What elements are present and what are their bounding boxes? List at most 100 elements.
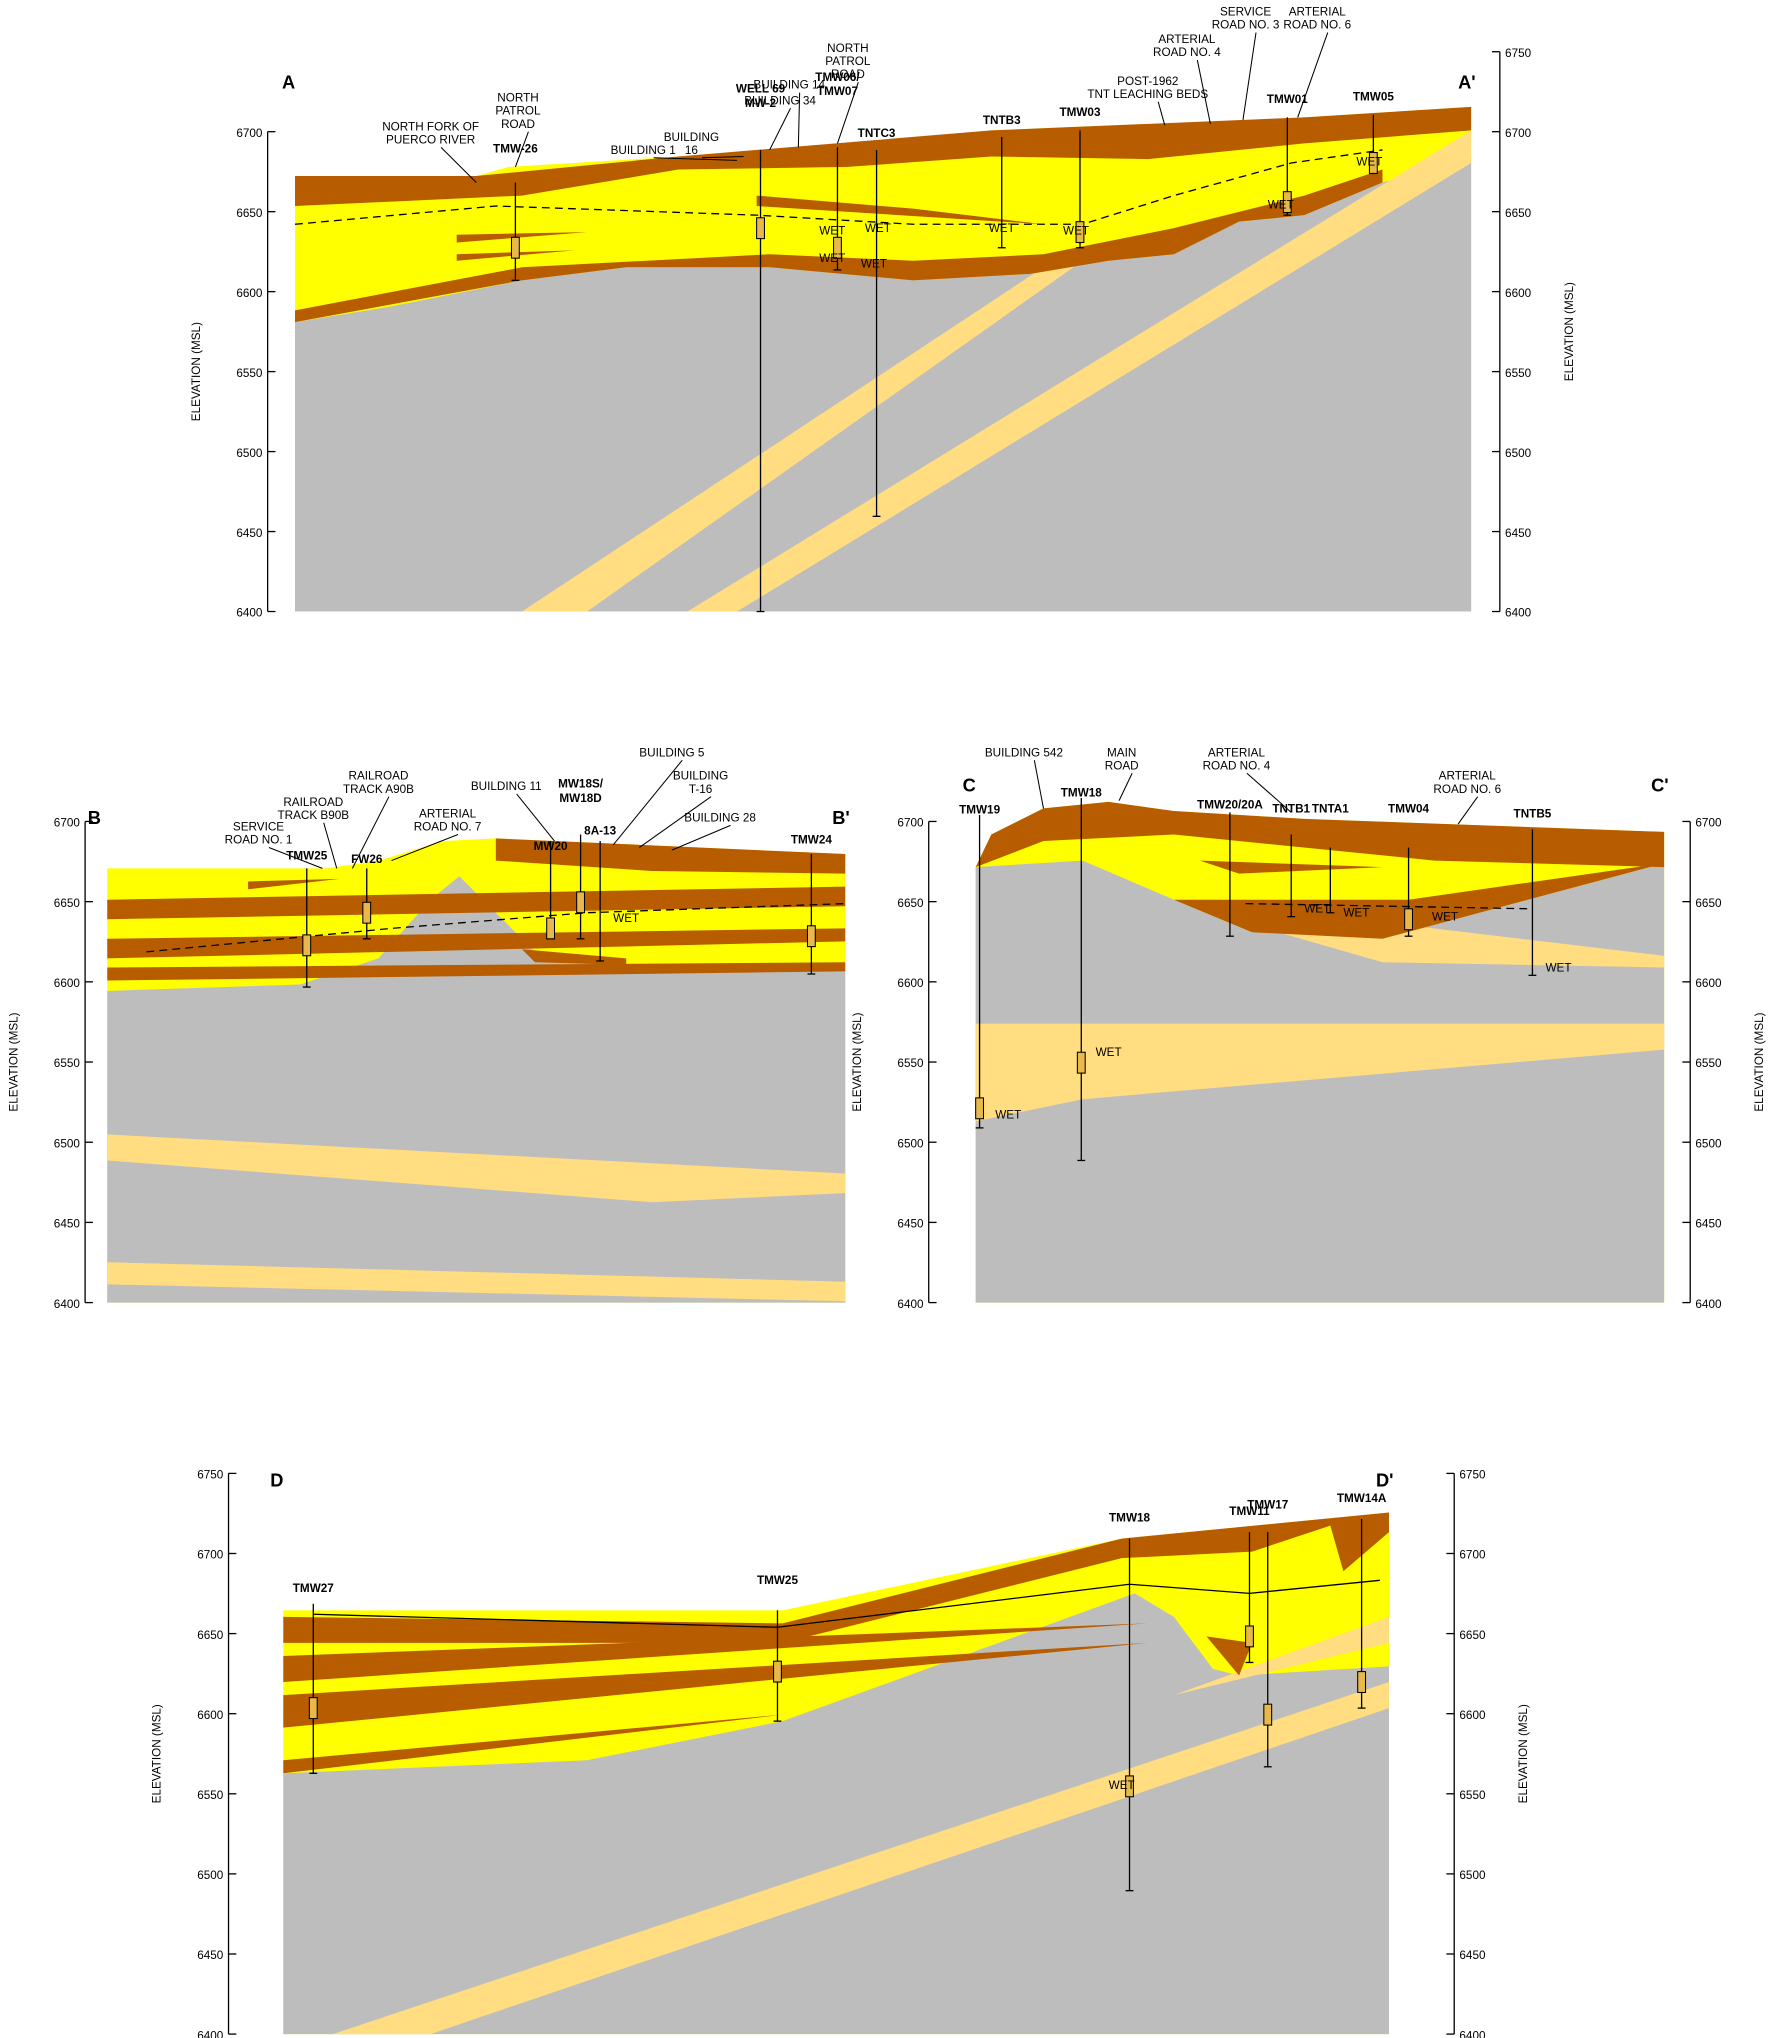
section-end: B' (832, 807, 850, 828)
clay-band (1206, 1636, 1253, 1676)
leader (1297, 32, 1329, 118)
annotation: NORTH FORK OF (382, 120, 479, 133)
tick-label: 6700 (1459, 1549, 1486, 1562)
clay-band (756, 195, 1044, 225)
section-start: C (963, 774, 976, 795)
well-name: TMW04 (1388, 802, 1429, 815)
wet-label: WET (989, 222, 1015, 235)
clay-band (248, 878, 340, 890)
tick-label: 6650 (1695, 897, 1722, 910)
annotation: PUERCO RIVER (386, 133, 475, 146)
tick-label: 6700 (897, 817, 924, 830)
well-screen (1075, 221, 1085, 244)
annotation: BUILDING (664, 131, 719, 144)
axis-label: ELEVATION (MSL) (1753, 1012, 1766, 1111)
axis-label: ELEVATION (MSL) (1517, 1704, 1530, 1803)
tick-label: 6550 (197, 1789, 224, 1802)
wet-label: WET (1268, 199, 1294, 212)
annotation: ARTERIAL (1208, 746, 1266, 759)
tick-label: 6700 (54, 817, 81, 830)
annotation: T-16 (689, 783, 712, 796)
well-name: TMW05 (1353, 90, 1394, 103)
well-name: TNTB3 (983, 114, 1021, 127)
tick-label: 6750 (1505, 47, 1532, 60)
tick-label: 6650 (1505, 207, 1532, 220)
wet-label: WET (1432, 911, 1458, 924)
axis-label: ELEVATION (MSL) (151, 1704, 164, 1803)
axis-label: ELEVATION (MSL) (851, 1012, 864, 1111)
annotation: NORTH (497, 92, 538, 105)
well-name: TMW20/20A (1197, 798, 1263, 811)
tick-label: 6550 (1695, 1057, 1722, 1070)
well-name: 8A-13 (584, 824, 616, 837)
annotation: BUILDING (673, 770, 728, 783)
tick-label: 6450 (197, 1949, 224, 1962)
section-start: A (282, 72, 295, 93)
tick-label: 6450 (897, 1218, 924, 1231)
wet-label: WET (613, 912, 639, 925)
clay-band (975, 801, 1665, 868)
leader (1246, 772, 1292, 813)
tick-label: 6450 (1695, 1218, 1722, 1231)
leader (701, 155, 744, 159)
tick-label: 6400 (1505, 607, 1532, 620)
leader (671, 824, 731, 851)
wet-label: WET (819, 252, 845, 265)
well-screen (576, 891, 586, 914)
well-screen (756, 217, 765, 240)
axis-label: ELEVATION (MSL) (190, 322, 203, 421)
well-name: TNTB1 (1272, 802, 1310, 815)
tick-label: 6500 (1459, 1869, 1486, 1882)
well-name: TMW18 (1109, 1512, 1150, 1525)
sandstone-band (332, 1682, 1390, 2035)
tick-label: 6400 (897, 1298, 924, 1311)
well-name: TMW18 (1061, 787, 1102, 800)
leader (612, 759, 683, 846)
tick-label: 6600 (197, 1709, 224, 1722)
well-name: TMW01 (1267, 93, 1308, 106)
annotation: NORTH (827, 42, 868, 55)
well-screen (308, 1697, 318, 1720)
sandstone-band (107, 1262, 846, 1302)
well-screen (806, 925, 816, 948)
well-screen (302, 934, 312, 957)
annotation: RAILROAD (283, 796, 343, 809)
annotation: BUILDING 11 (471, 780, 542, 793)
tick-label: 6400 (197, 2029, 224, 2038)
wet-label: WET (865, 222, 891, 235)
annotation: TRACK A90B (343, 783, 414, 796)
tick-label: 6500 (1505, 447, 1532, 460)
leader (836, 81, 859, 144)
annotation: MAIN (1107, 746, 1136, 759)
well-screen (1125, 1775, 1134, 1798)
clay-band (295, 169, 1383, 323)
tick-label: 6500 (897, 1137, 924, 1150)
clay-band (107, 962, 846, 981)
tick-label: 6550 (236, 367, 263, 380)
annotation: PATROL (495, 105, 541, 118)
well-name: MW18D (559, 792, 601, 805)
wet-label: WET (1343, 907, 1369, 920)
well-screen (1263, 1703, 1273, 1726)
sandstone-band (975, 1023, 1665, 1122)
well-name: TMW06/ (815, 71, 860, 84)
well-name: FW26 (351, 853, 383, 866)
water-table (146, 902, 846, 953)
annotation: 16 (685, 144, 698, 157)
leader (391, 834, 459, 862)
tick-label: 6600 (1459, 1709, 1486, 1722)
tick-label: 6500 (54, 1137, 81, 1150)
wet-label: WET (861, 257, 887, 270)
leader (323, 822, 338, 869)
tick-label: 6550 (1459, 1789, 1486, 1802)
well-screen (833, 236, 842, 259)
tick-label: 6400 (1695, 1298, 1722, 1311)
clay-band (295, 106, 1472, 207)
water-table (1245, 902, 1533, 910)
tick-label: 6650 (1459, 1629, 1486, 1642)
annotation: ARTERIAL (1439, 770, 1497, 783)
well-name: TNTB5 (1514, 808, 1552, 821)
section-start: B (88, 807, 101, 828)
wet-label: WET (1545, 961, 1571, 974)
well-name: TNTC3 (858, 127, 896, 140)
